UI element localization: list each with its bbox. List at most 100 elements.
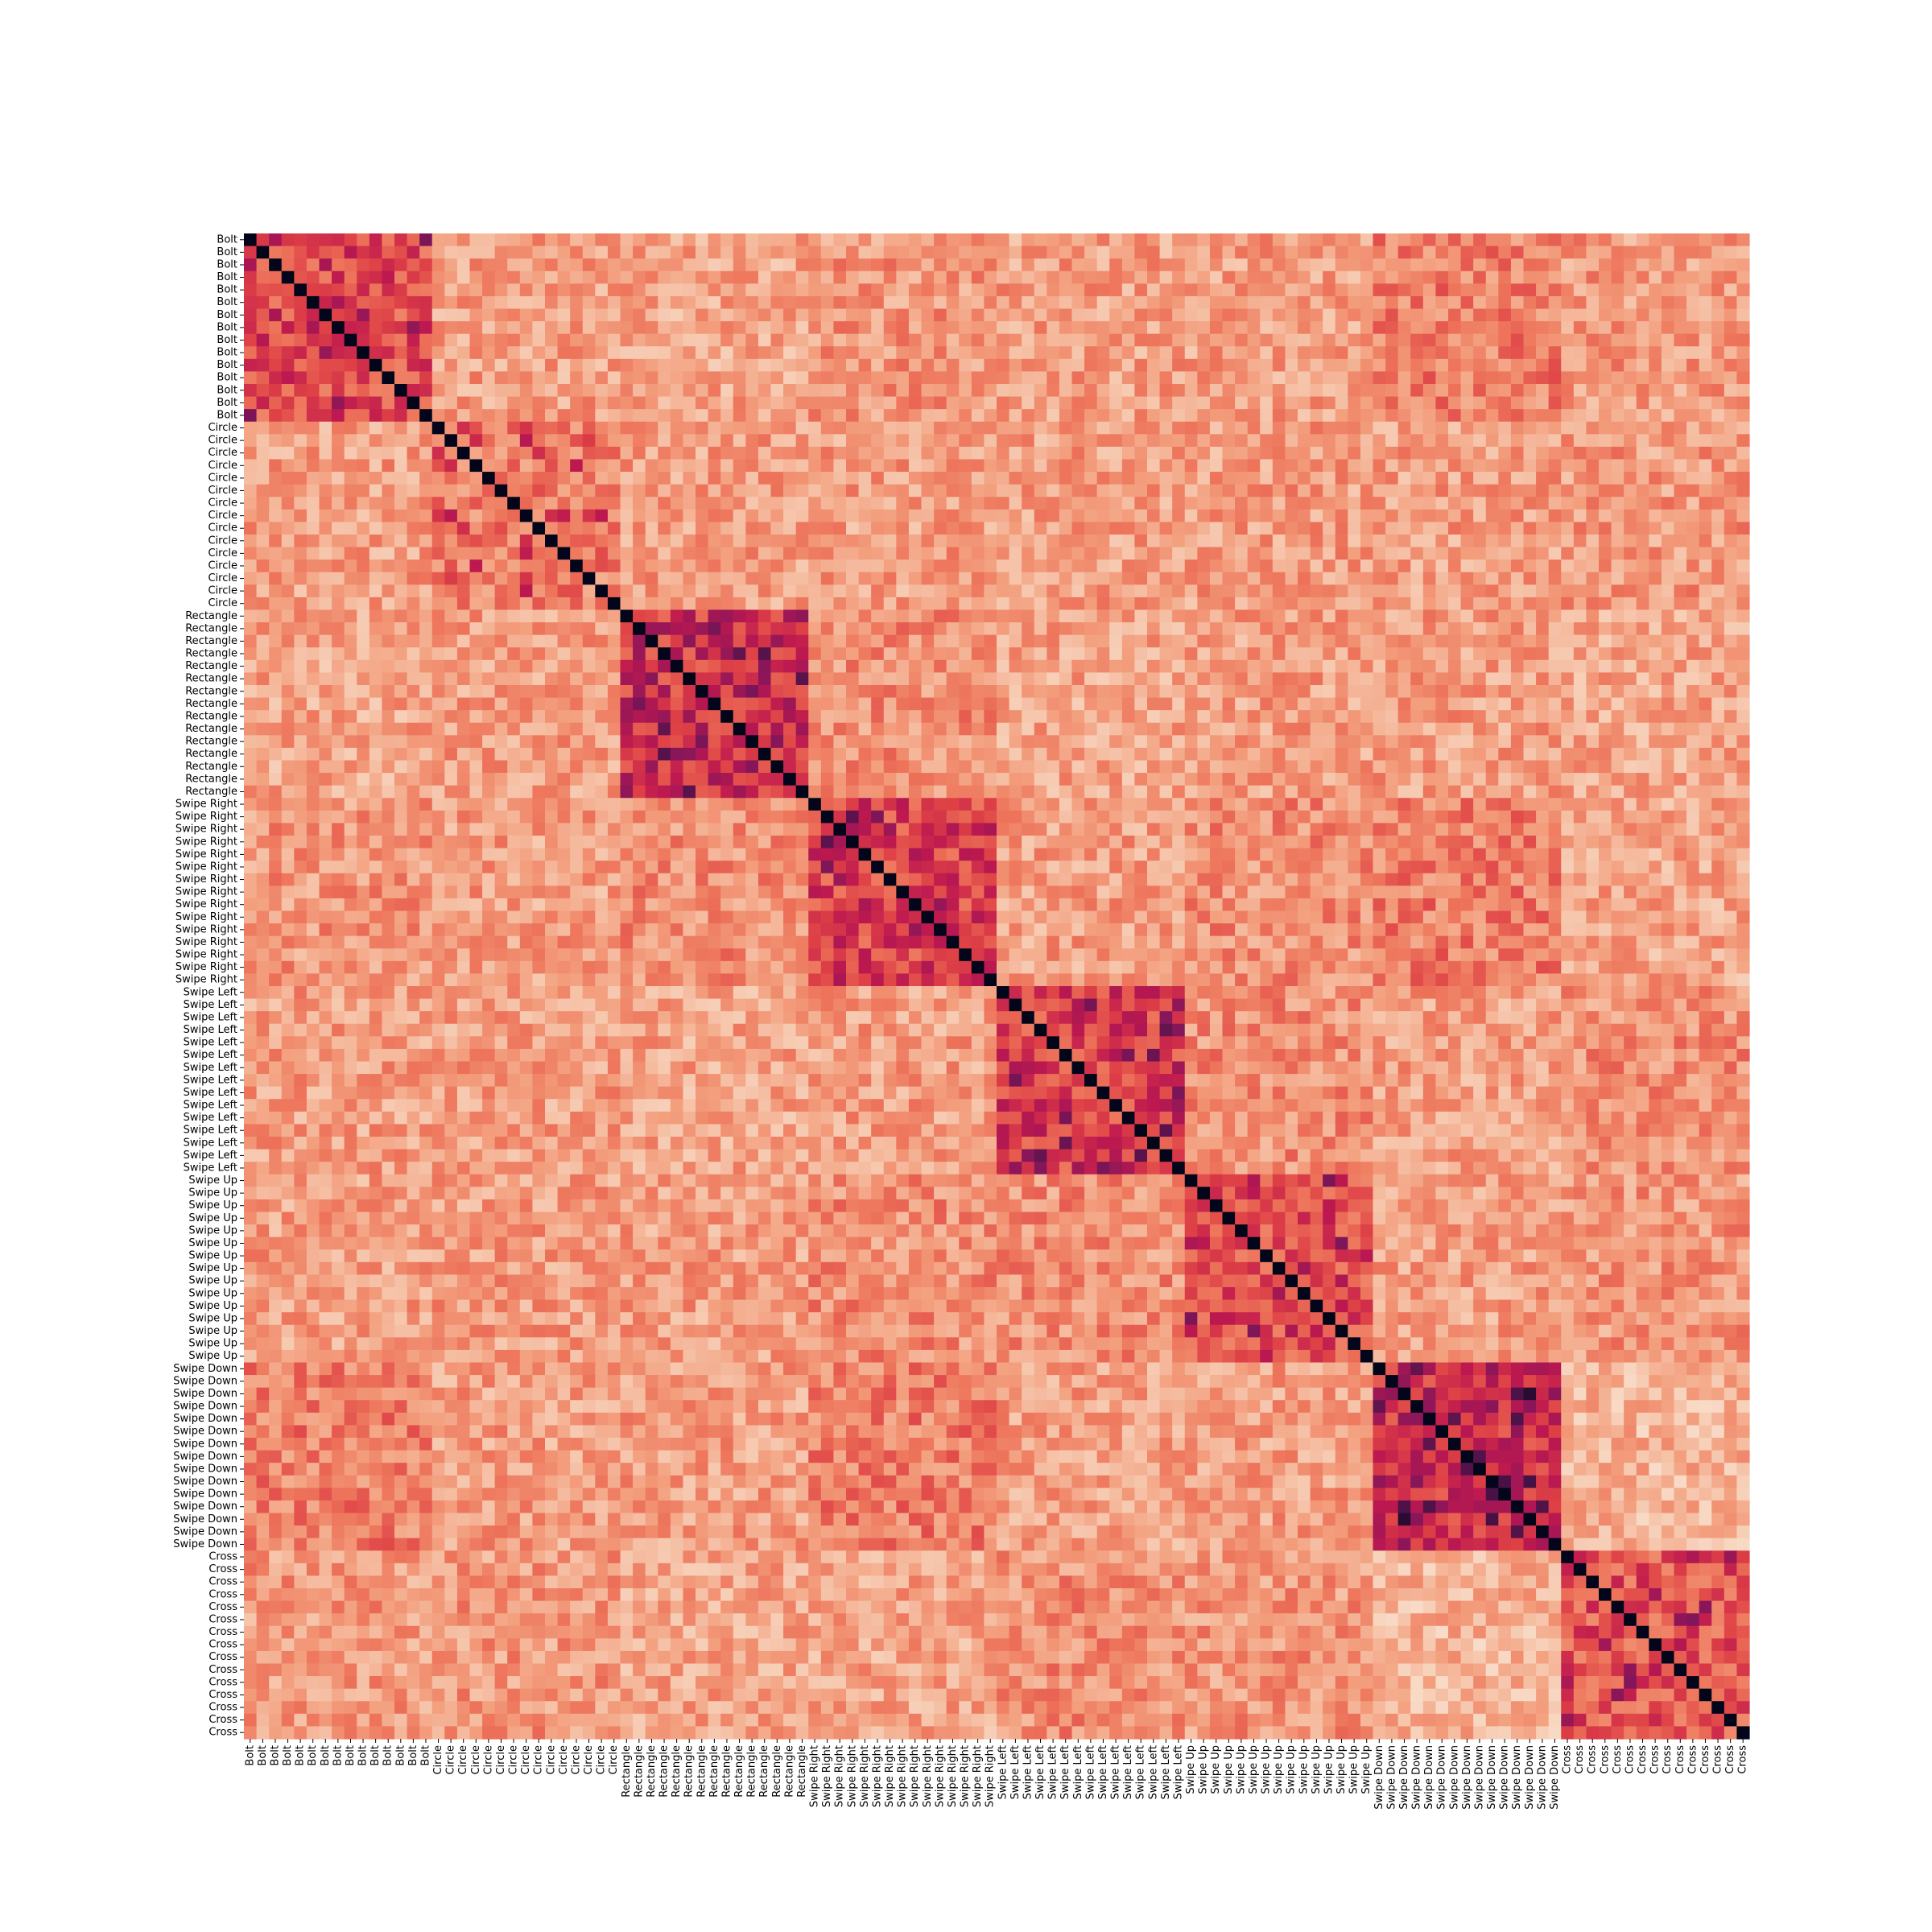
heatmap-cell [369,459,383,473]
heatmap-cell [382,659,395,674]
heatmap-cell [658,321,671,335]
heatmap-cell [444,572,458,585]
heatmap-cell [984,358,997,373]
heatmap-cell [708,246,721,259]
heatmap-cell [1460,472,1474,485]
heatmap-cell [1473,735,1487,749]
heatmap-cell [658,685,671,699]
heatmap-cell [1611,321,1624,335]
heatmap-cell [1485,321,1499,335]
heatmap-cell [1373,622,1386,636]
heatmap-cell [1022,747,1035,762]
heatmap-cell [482,308,496,322]
heatmap-cell [1410,609,1424,623]
heatmap-cell [670,735,684,749]
heatmap-cell [633,233,646,247]
heatmap-cell [670,258,684,272]
heatmap-cell [883,634,897,648]
heatmap-cell [394,497,408,510]
heatmap-cell [1711,672,1725,686]
heatmap-cell [482,572,496,585]
heatmap-cell [1096,735,1110,749]
heatmap-cell [319,384,332,398]
heatmap-cell [482,634,496,648]
heatmap-cell [1159,747,1173,762]
heatmap-cell [507,246,521,259]
heatmap-cell [1046,233,1060,247]
heatmap-cell [1498,484,1512,497]
heatmap-cell [256,685,270,699]
heatmap-cell [1611,233,1624,247]
heatmap-cell [658,697,671,711]
heatmap-cell [633,584,646,598]
heatmap-cell [984,697,997,711]
heatmap-cell [545,358,559,373]
heatmap-cell [908,572,923,585]
heatmap-cell [1260,472,1274,485]
heatmap-cell [294,647,308,661]
heatmap-cell [1071,472,1085,485]
heatmap-cell [1674,321,1687,335]
heatmap-cell [1260,270,1274,284]
heatmap-cell [256,572,270,585]
heatmap-cell [1448,270,1462,284]
heatmap-cell [494,509,508,523]
heatmap-cell [1649,634,1662,648]
heatmap-cell [369,522,383,535]
heatmap-cell [670,396,684,410]
heatmap-cell [1009,522,1022,535]
heatmap-cell [269,522,283,535]
heatmap-cell [1348,258,1361,272]
heatmap-cell [745,710,759,724]
heatmap-cell [620,672,634,686]
heatmap-cell [1561,634,1575,648]
heatmap-cell [984,270,997,284]
heatmap-cell [1335,722,1348,736]
heatmap-cell [582,472,596,485]
heatmap-cell [1711,258,1725,272]
heatmap-cell [696,547,709,560]
heatmap-cell [1059,672,1073,686]
heatmap-cell [670,697,684,711]
heatmap-cell [959,735,972,749]
heatmap-cell [431,434,445,448]
heatmap-cell [633,295,646,310]
heatmap-cell [582,308,596,322]
heatmap-cell [1260,321,1274,335]
heatmap-cell [281,634,295,648]
heatmap-cell [244,584,258,598]
heatmap-cell [582,685,596,699]
heatmap-cell [1147,421,1161,435]
heatmap-cell [332,434,345,448]
heatmap-cell [394,396,408,410]
heatmap-cell [1310,434,1323,448]
heatmap-cell [419,283,433,297]
heatmap-cell [1674,547,1687,560]
heatmap-cell [1649,659,1662,674]
heatmap-cell [1360,509,1374,523]
heatmap-cell [783,747,797,762]
heatmap-cell [1448,609,1462,623]
heatmap-cell [670,572,684,585]
heatmap-cell [1310,233,1323,247]
heatmap-cell [1034,659,1047,674]
heatmap-cell [1485,421,1499,435]
heatmap-cell [1197,333,1211,347]
heatmap-cell [1272,346,1286,360]
heatmap-cell [1360,258,1374,272]
heatmap-cell [808,609,822,623]
heatmap-cell [306,559,320,573]
heatmap-cell [934,509,947,523]
heatmap-cell [946,722,960,736]
heatmap-cell [1611,434,1624,448]
heatmap-cell [519,396,534,410]
heatmap-cell [1485,572,1499,585]
heatmap-cell [658,358,671,373]
heatmap-cell [1686,710,1700,724]
heatmap-cell [1323,371,1336,385]
heatmap-cell [1397,584,1411,598]
heatmap-cell [431,421,445,435]
heatmap-cell [1460,685,1474,699]
heatmap-cell [795,747,809,762]
heatmap-cell [1536,497,1550,510]
